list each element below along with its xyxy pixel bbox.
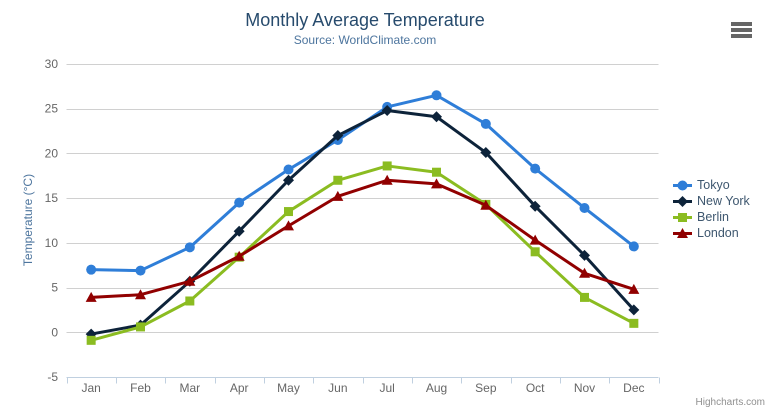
- legend-marker-london: [673, 228, 692, 238]
- legend-label: London: [697, 226, 739, 240]
- data-point-london[interactable]: [529, 234, 541, 245]
- data-point-berlin[interactable]: [185, 296, 195, 306]
- data-point-new-york[interactable]: [381, 105, 393, 117]
- data-point-london[interactable]: [480, 199, 492, 210]
- legend-marker-new-york: [673, 196, 692, 207]
- x-axis-label: May: [277, 381, 300, 395]
- data-point-berlin[interactable]: [382, 161, 392, 171]
- x-axis-label: Nov: [574, 381, 595, 395]
- y-axis-label: 10: [45, 236, 59, 250]
- hamburger-icon: [731, 28, 752, 32]
- data-point-london[interactable]: [332, 190, 344, 201]
- y-axis-label: 30: [45, 57, 59, 71]
- data-point-tokyo[interactable]: [283, 164, 294, 175]
- y-axis-title: Temperature (°C): [21, 173, 35, 267]
- y-axis-label: -5: [47, 370, 58, 384]
- data-point-london[interactable]: [283, 220, 294, 231]
- x-axis-label: Jan: [81, 381, 100, 395]
- legend-marker-shape-berlin: [678, 213, 687, 222]
- x-axis-label: Aug: [426, 381, 447, 395]
- legend-marker-shape-london: [677, 228, 688, 238]
- legend-label: New York: [697, 194, 750, 208]
- legend-label: Tokyo: [697, 178, 730, 192]
- data-point-london[interactable]: [381, 174, 393, 185]
- data-point-london[interactable]: [579, 267, 590, 278]
- y-axis-label: 20: [45, 146, 59, 160]
- y-axis-label: 15: [45, 191, 59, 205]
- data-point-tokyo[interactable]: [480, 118, 491, 129]
- data-point-tokyo[interactable]: [234, 197, 245, 208]
- series-line-london: [89, 178, 636, 299]
- legend-marker-berlin: [673, 213, 692, 222]
- data-point-tokyo[interactable]: [86, 264, 97, 275]
- x-axis-label: Feb: [130, 381, 151, 395]
- x-axis-label: Mar: [179, 381, 200, 395]
- data-point-berlin[interactable]: [530, 247, 540, 257]
- data-point-london[interactable]: [85, 291, 97, 302]
- data-point-london[interactable]: [233, 250, 245, 261]
- data-point-tokyo[interactable]: [628, 241, 639, 252]
- data-point-berlin[interactable]: [432, 167, 441, 177]
- hamburger-icon: [731, 22, 752, 26]
- data-point-tokyo[interactable]: [184, 242, 195, 253]
- data-point-new-york[interactable]: [431, 111, 442, 123]
- data-point-berlin[interactable]: [86, 335, 96, 345]
- legend: Tokyo New York Berlin London: [673, 179, 750, 240]
- legend-item-tokyo[interactable]: Tokyo: [673, 179, 750, 192]
- legend-marker-tokyo: [673, 180, 692, 191]
- data-point-tokyo[interactable]: [579, 202, 590, 213]
- x-axis-label: Jun: [328, 381, 347, 395]
- data-point-new-york[interactable]: [480, 147, 492, 159]
- data-point-berlin[interactable]: [333, 175, 343, 185]
- x-axis-label: Oct: [526, 381, 545, 395]
- x-axis-label: Apr: [230, 381, 249, 395]
- series-line-berlin: [89, 164, 636, 342]
- x-axis-label: Jul: [379, 381, 394, 395]
- legend-marker-shape-new-york: [677, 196, 688, 207]
- credits-link[interactable]: Highcharts.com: [695, 397, 765, 408]
- legend-label: Berlin: [697, 210, 729, 224]
- x-axis-label: Dec: [623, 381, 644, 395]
- y-axis-label: 25: [45, 102, 59, 116]
- data-point-london[interactable]: [628, 283, 640, 294]
- data-point-tokyo[interactable]: [530, 163, 541, 174]
- data-point-berlin[interactable]: [136, 322, 145, 332]
- data-point-london[interactable]: [184, 275, 196, 286]
- chart-subtitle: Source: WorldClimate.com: [293, 33, 437, 47]
- legend-item-berlin[interactable]: Berlin: [673, 211, 750, 224]
- x-axis-label: Sep: [475, 381, 497, 395]
- data-point-london[interactable]: [135, 289, 146, 300]
- data-point-new-york[interactable]: [332, 130, 344, 142]
- legend-item-new-york[interactable]: New York: [673, 195, 750, 208]
- legend-item-london[interactable]: London: [673, 227, 750, 240]
- hamburger-icon: [731, 34, 752, 38]
- chart-title: Monthly Average Temperature: [245, 10, 485, 30]
- data-point-tokyo[interactable]: [135, 265, 146, 276]
- legend-marker-shape-tokyo: [677, 180, 688, 191]
- data-point-london[interactable]: [431, 178, 442, 189]
- data-point-new-york[interactable]: [233, 225, 245, 237]
- data-point-berlin[interactable]: [580, 292, 589, 302]
- series-line-new-york: [89, 109, 636, 336]
- y-axis-label: 0: [51, 325, 58, 339]
- data-point-berlin[interactable]: [284, 207, 293, 217]
- data-point-new-york[interactable]: [579, 249, 590, 261]
- data-point-tokyo[interactable]: [431, 90, 442, 101]
- data-point-berlin[interactable]: [629, 318, 639, 328]
- context-menu-button[interactable]: [731, 20, 755, 40]
- y-axis-label: 5: [51, 281, 58, 295]
- data-point-new-york[interactable]: [529, 200, 541, 212]
- data-point-new-york[interactable]: [628, 304, 640, 316]
- data-point-new-york[interactable]: [283, 174, 294, 186]
